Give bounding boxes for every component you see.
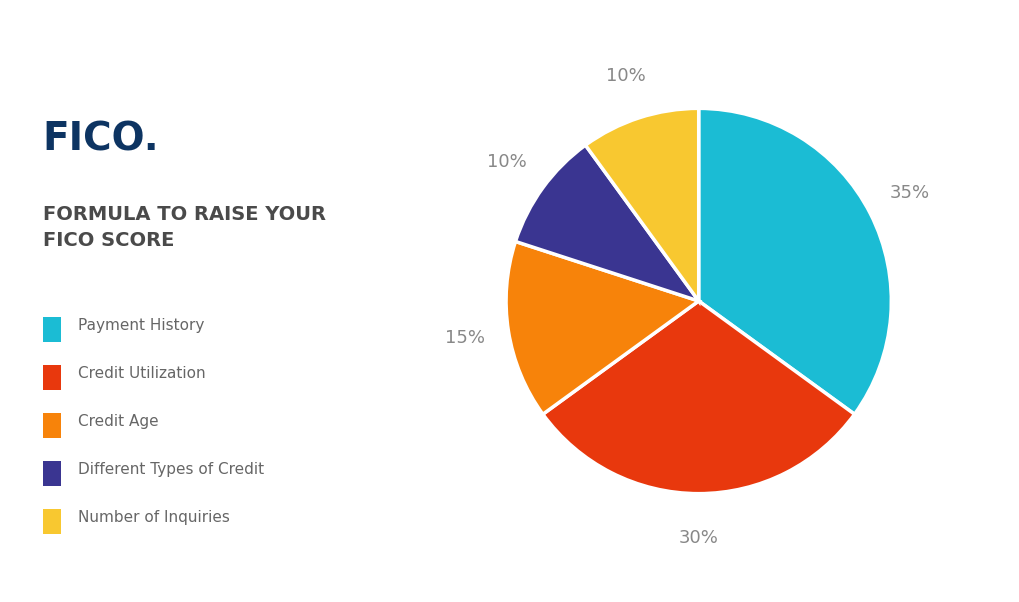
Bar xyxy=(43,365,60,390)
Text: 35%: 35% xyxy=(889,184,929,202)
Text: FICO.: FICO. xyxy=(43,120,159,158)
Text: 30%: 30% xyxy=(678,529,718,547)
Bar xyxy=(43,461,60,486)
Bar xyxy=(43,317,60,341)
Text: Different Types of Credit: Different Types of Credit xyxy=(77,462,264,477)
Bar xyxy=(43,413,60,438)
Wedge shape xyxy=(698,108,891,414)
Text: 10%: 10% xyxy=(487,153,527,171)
Bar xyxy=(43,509,60,535)
Wedge shape xyxy=(515,145,698,301)
Text: FORMULA TO RAISE YOUR
FICO SCORE: FORMULA TO RAISE YOUR FICO SCORE xyxy=(43,205,325,250)
Wedge shape xyxy=(505,241,698,414)
Text: 15%: 15% xyxy=(444,329,484,347)
Text: Credit Utilization: Credit Utilization xyxy=(77,366,205,380)
Text: Payment History: Payment History xyxy=(77,318,204,332)
Wedge shape xyxy=(585,108,698,301)
Text: Credit Age: Credit Age xyxy=(77,414,158,429)
Wedge shape xyxy=(542,301,854,494)
Text: 10%: 10% xyxy=(605,67,645,85)
Text: Number of Inquiries: Number of Inquiries xyxy=(77,510,229,525)
